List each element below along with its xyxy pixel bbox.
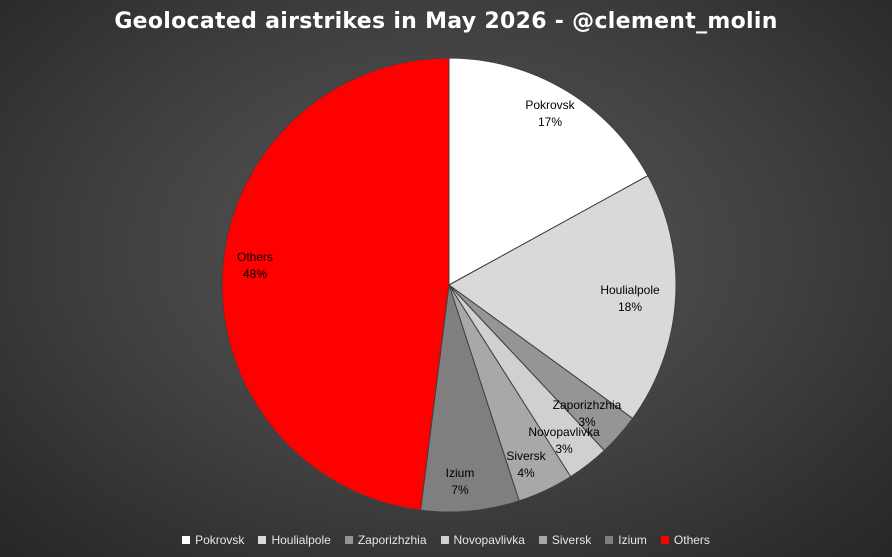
legend-label: Novopavlivka	[453, 533, 525, 547]
slice-percent-pokrovsk: 17%	[538, 115, 562, 129]
legend-item-others: Others	[660, 533, 710, 547]
legend-item-zaporizhzhia: Zaporizhzhia	[344, 533, 427, 547]
legend-item-izium: Izium	[605, 533, 647, 547]
pie-slice-others	[221, 57, 450, 511]
slice-label-izium: Izium	[446, 466, 475, 480]
slice-label-zaporizhzhia: Zaporizhzhia	[553, 398, 622, 412]
slice-label-others: Others	[237, 250, 273, 264]
legend-swatch	[538, 536, 547, 544]
legend-swatch	[660, 536, 669, 544]
legend-item-pokrovsk: Pokrovsk	[182, 533, 244, 547]
slice-label-pokrovsk: Pokrovsk	[525, 98, 575, 112]
legend-swatch	[182, 536, 191, 544]
legend-label: Houlialpole	[271, 533, 331, 547]
legend-swatch	[440, 536, 449, 544]
legend-label: Izium	[618, 533, 647, 547]
slice-percent-houlialpole: 18%	[618, 300, 642, 314]
legend-item-novopavlivka: Novopavlivka	[440, 533, 525, 547]
slice-percent-zaporizhzhia: 3%	[578, 415, 596, 429]
pie-slice-pokrovsk	[448, 57, 649, 286]
legend-item-houlialpole: Houlialpole	[258, 533, 331, 547]
pie-slice-houlialpole	[448, 174, 677, 420]
slice-percent-siversk: 4%	[517, 466, 535, 480]
legend-label: Siversk	[551, 533, 592, 547]
legend-swatch	[344, 536, 353, 544]
legend-label: Others	[673, 533, 710, 547]
legend-label: Zaporizhzhia	[357, 533, 427, 547]
legend-label: Pokrovsk	[195, 533, 245, 547]
slice-label-houlialpole: Houlialpole	[600, 283, 660, 297]
legend-swatch	[258, 536, 267, 544]
legend-swatch	[605, 536, 614, 544]
legend: Pokrovsk Houlialpole Zaporizhzhia Novopavli…	[0, 533, 892, 547]
slice-label-siversk: Siversk	[506, 449, 546, 463]
slice-label-novopavlivka: Novopavlivka	[528, 425, 600, 439]
slice-percent-novopavlivka: 3%	[555, 442, 573, 456]
legend-item-siversk: Siversk	[538, 533, 592, 547]
chart-title: Geolocated airstrikes in May 2026 - @cle…	[114, 9, 778, 34]
slice-percent-izium: 7%	[451, 483, 469, 497]
slice-percent-others: 48%	[243, 267, 267, 281]
